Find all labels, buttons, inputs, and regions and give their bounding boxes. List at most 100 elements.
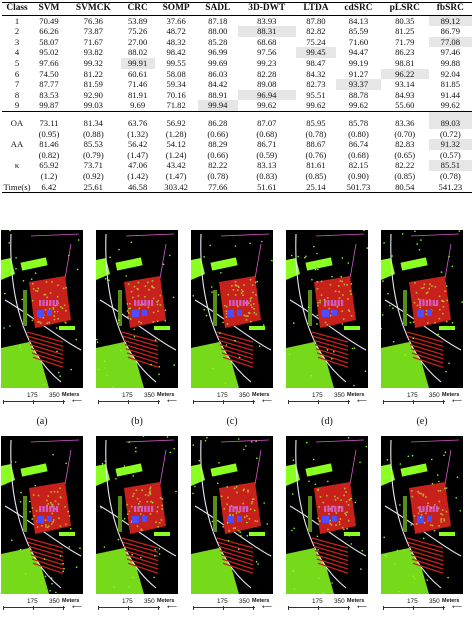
noise-pixel	[70, 368, 72, 371]
noise-pixel	[33, 515, 36, 517]
noise-pixel	[58, 517, 60, 519]
noise-pixel	[162, 263, 165, 266]
noise-pixel	[345, 501, 348, 503]
noise-pixel	[242, 294, 244, 296]
noise-pixel	[152, 311, 155, 314]
noise-pixel	[48, 308, 51, 310]
noise-pixel	[446, 299, 449, 302]
tree-strip	[118, 290, 122, 326]
parking-block	[52, 300, 55, 306]
noise-pixel	[225, 344, 228, 346]
noise-pixel	[199, 466, 202, 468]
noise-pixel	[247, 489, 249, 492]
parking-block	[227, 516, 234, 523]
tree-strip	[213, 290, 217, 326]
meadow-region	[20, 257, 48, 271]
noise-pixel	[425, 310, 428, 312]
scale-bar: 175 350 Meters ⟵	[191, 388, 273, 410]
noise-pixel	[245, 445, 247, 447]
noise-pixel	[55, 508, 57, 510]
noise-pixel	[34, 484, 37, 487]
parking-block	[142, 310, 147, 316]
noise-pixel	[343, 494, 345, 497]
meadow-region	[439, 326, 455, 330]
noise-pixel	[130, 241, 133, 244]
parking-block	[337, 506, 340, 512]
table-cell: 55.60	[395, 100, 415, 111]
table-cell: (0.78)	[207, 170, 229, 181]
scale-unit: Meters	[157, 598, 175, 604]
scale-tick	[223, 606, 224, 610]
panel-caption: (e)	[416, 416, 428, 427]
parking-block	[137, 300, 140, 306]
meadow-region	[305, 463, 333, 477]
parking-block	[242, 300, 245, 306]
parking-block	[427, 516, 432, 522]
bitumen-stripe	[408, 545, 444, 558]
noise-pixel	[250, 304, 252, 306]
noise-pixel	[144, 494, 147, 496]
noise-pixel	[20, 349, 23, 352]
noise-pixel	[307, 306, 310, 308]
table-cell: 82.82	[306, 26, 326, 37]
noise-pixel	[135, 450, 137, 453]
noise-pixel	[235, 512, 238, 514]
noise-pixel	[319, 520, 321, 522]
noise-pixel	[158, 553, 161, 555]
noise-pixel	[316, 323, 318, 325]
noise-pixel	[235, 486, 238, 488]
noise-pixel	[451, 322, 454, 324]
noise-pixel	[438, 317, 441, 320]
noise-pixel	[77, 239, 80, 241]
table-cell: 95.51	[306, 89, 326, 100]
parking-block	[432, 300, 435, 306]
road-line	[4, 233, 82, 383]
noise-pixel	[21, 298, 24, 301]
noise-pixel	[441, 513, 444, 516]
noise-pixel	[335, 512, 338, 514]
bitumen-stripe	[220, 348, 254, 360]
noise-pixel	[434, 304, 436, 306]
noise-pixel	[68, 515, 71, 517]
noise-pixel	[305, 255, 307, 258]
table-cell: 81.91	[127, 89, 148, 100]
noise-pixel	[63, 567, 65, 570]
parking-block	[37, 516, 44, 523]
noise-pixel	[442, 312, 444, 315]
scale-line	[3, 607, 65, 608]
noise-pixel	[425, 292, 428, 295]
noise-pixel	[38, 321, 41, 323]
bitumen-stripe	[219, 549, 254, 562]
noise-pixel	[310, 375, 313, 377]
table-row: (1.2) (0.92) (1.42) (1.47) (0.78) (0.83) (0.85…	[2, 171, 472, 182]
noise-pixel	[49, 292, 52, 294]
table-cell: 93.82	[83, 47, 103, 58]
noise-pixel	[9, 325, 11, 327]
bitumen-stripe	[126, 558, 159, 570]
noise-pixel	[150, 363, 152, 366]
table-cell: 303.42	[164, 181, 188, 192]
table-cell: 95.02	[39, 47, 59, 58]
scale-tick	[3, 400, 4, 404]
meadow-region	[400, 463, 428, 477]
bitumen-stripe	[127, 562, 159, 574]
parking-block	[45, 506, 48, 512]
noise-pixel	[461, 301, 463, 303]
row-label: AA	[10, 139, 24, 150]
noise-pixel	[103, 360, 106, 362]
noise-pixel	[226, 486, 228, 488]
noise-pixel	[60, 496, 62, 499]
table-cell: 96.22	[380, 68, 429, 80]
table-cell: (0.88)	[82, 128, 104, 139]
noise-pixel	[350, 283, 353, 285]
noise-pixel	[339, 280, 342, 282]
noise-pixel	[411, 454, 414, 457]
noise-pixel	[118, 319, 120, 321]
noise-pixel	[149, 490, 151, 493]
noise-pixel	[56, 327, 58, 329]
scale-tick	[253, 400, 254, 404]
noise-pixel	[29, 468, 31, 470]
noise-pixel	[251, 284, 254, 286]
noise-pixel	[232, 514, 234, 516]
noise-pixel	[350, 543, 353, 545]
